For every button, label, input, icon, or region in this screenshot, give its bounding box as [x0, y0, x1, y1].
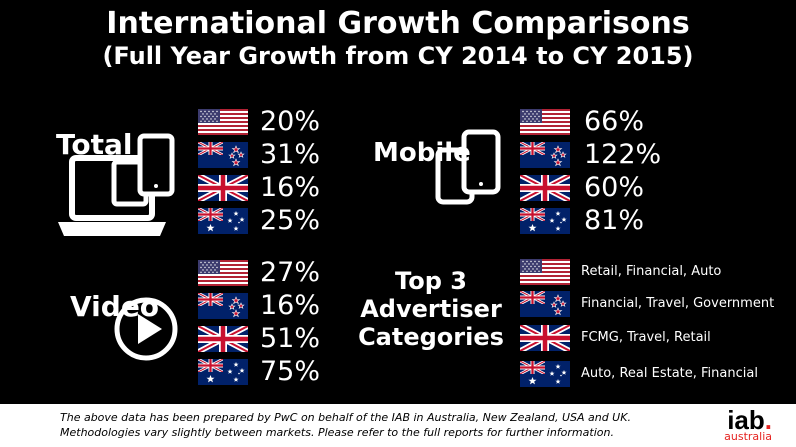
au-flag-icon: [198, 208, 248, 234]
advertiser-label-line1: Top 3: [395, 267, 467, 295]
logo-main-text: iab: [727, 405, 765, 435]
video-label: Video: [70, 290, 160, 323]
total-label: Total: [56, 128, 133, 161]
au-flag-icon: [520, 208, 570, 234]
uk-flag-icon: [520, 325, 570, 351]
logo-sub-text: australia: [724, 430, 772, 443]
page-title: International Growth Comparisons: [106, 6, 690, 41]
advertiser-au-value: Auto, Real Estate, Financial: [581, 366, 758, 381]
total-nz-value: 31%: [260, 139, 321, 170]
page-subtitle: (Full Year Growth from CY 2014 to CY 201…: [102, 42, 694, 70]
logo-dot: .: [764, 405, 772, 435]
total-uk-value: 16%: [260, 172, 321, 203]
video-nz-value: 16%: [260, 290, 321, 321]
mobile-devices-icon: [435, 129, 501, 205]
nz-flag-icon: [520, 291, 570, 317]
us-flag-icon: [198, 260, 248, 286]
devices-icon: [58, 133, 175, 236]
au-flag-icon: [520, 361, 570, 387]
mobile-label: Mobile: [373, 138, 471, 168]
uk-flag-icon: [198, 326, 248, 352]
us-flag-icon: [520, 259, 570, 285]
mobile-uk-value: 60%: [584, 172, 645, 203]
mobile-us-value: 66%: [584, 106, 645, 137]
uk-flag-icon: [520, 175, 570, 201]
total-au-value: 25%: [260, 205, 321, 236]
footer-note-line2: Methodologies vary slightly between mark…: [60, 426, 614, 439]
iab-australia-logo: iab. australia: [724, 406, 772, 442]
advertiser-us-value: Retail, Financial, Auto: [581, 264, 722, 279]
us-flag-icon: [520, 109, 570, 135]
us-flag-icon: [198, 109, 248, 135]
footer: The above data has been prepared by PwC …: [0, 404, 796, 447]
footer-note-line1: The above data has been prepared by PwC …: [60, 411, 631, 424]
mobile-au-value: 81%: [584, 205, 645, 236]
video-us-value: 27%: [260, 257, 321, 288]
total-us-value: 20%: [260, 106, 321, 137]
nz-flag-icon: [198, 142, 248, 168]
video-uk-value: 51%: [260, 323, 321, 354]
uk-flag-icon: [198, 175, 248, 201]
au-flag-icon: [198, 359, 248, 385]
advertiser-nz-value: Financial, Travel, Government: [581, 296, 775, 311]
mobile-nz-value: 122%: [584, 139, 662, 170]
advertiser-label-line3: Categories: [358, 323, 504, 351]
video-au-value: 75%: [260, 356, 321, 387]
nz-flag-icon: [198, 293, 248, 319]
advertiser-uk-value: FCMG, Travel, Retail: [581, 330, 711, 345]
advertiser-label-line2: Advertiser: [360, 295, 502, 323]
nz-flag-icon: [520, 142, 570, 168]
play-icon: [114, 297, 178, 361]
